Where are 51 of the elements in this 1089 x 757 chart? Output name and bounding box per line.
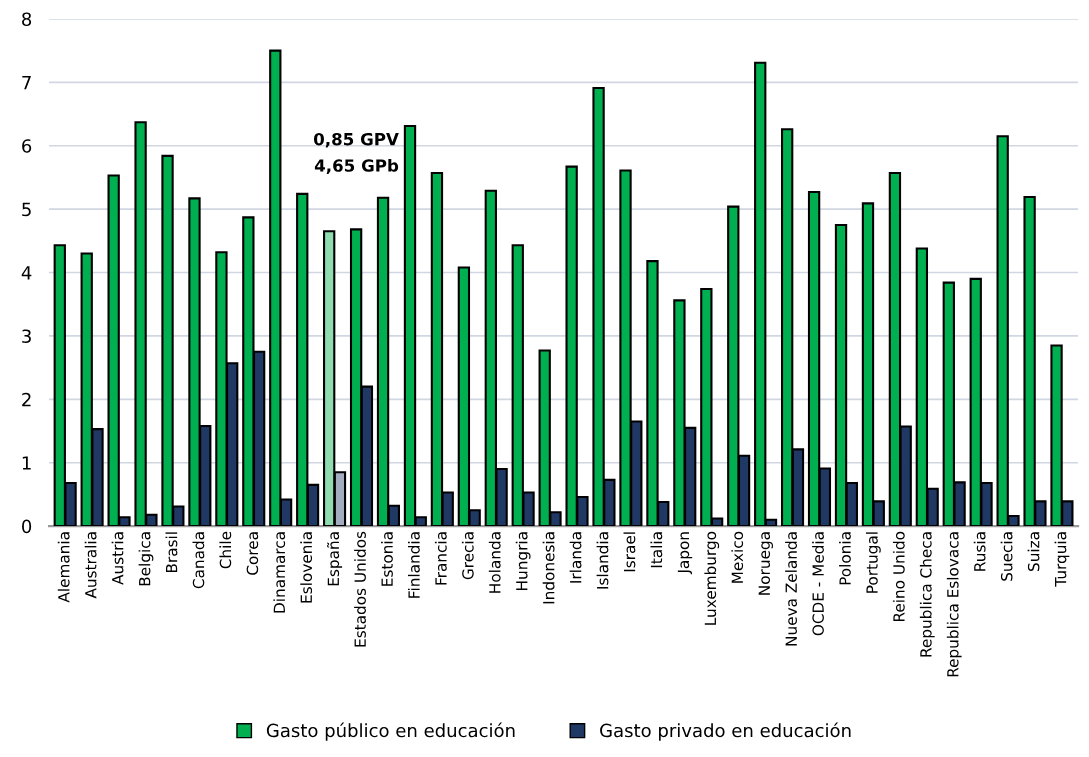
annotation: 4,65 GPb xyxy=(314,158,399,174)
x-tick-label: Indonesia xyxy=(542,532,555,604)
x-tick-label: Belgica xyxy=(138,532,154,586)
y-tick-label: 4 xyxy=(21,266,32,280)
legend-label: Gasto privado en educación xyxy=(600,722,851,741)
x-tick-label: Luxemburgo xyxy=(704,531,720,625)
x-tick-label: Corea xyxy=(246,532,259,575)
x-tick-label: Irlanda xyxy=(569,532,582,583)
x-tick-label: Israel xyxy=(623,532,636,572)
legend-label: Gasto público en educación xyxy=(266,722,515,741)
y-tick-label: 1 xyxy=(22,456,31,470)
x-tick-label: Canada xyxy=(192,532,205,589)
x-tick-label: Estonia xyxy=(381,532,393,586)
x-tick-label: Holanda xyxy=(488,532,501,593)
x-tick-label: Portugal xyxy=(865,532,881,593)
x-tick-label: Dinamarca xyxy=(273,532,286,613)
y-tick-label: 2 xyxy=(22,392,31,407)
y-tick-label: 0 xyxy=(22,519,32,534)
x-tick-label: Brasil xyxy=(165,532,178,573)
x-tick-label: Reino Unido xyxy=(892,531,905,622)
y-tick-label: 6 xyxy=(22,139,32,153)
x-tick-label: Republica Eslovaca xyxy=(946,532,962,677)
x-tick-label: Islandia xyxy=(596,532,609,589)
x-tick-label: Rusia xyxy=(973,532,986,571)
x-tick-label: Finlandia xyxy=(407,532,420,598)
x-tick-label: Republica Checa xyxy=(919,532,935,657)
x-tick-label: Estados Unidos xyxy=(354,531,366,647)
x-tick-label: Alemania xyxy=(57,532,70,603)
x-tick-label: Eslovenia xyxy=(300,532,313,603)
annotation: 0,85 GPV xyxy=(313,132,399,148)
x-tick-label: España xyxy=(327,532,343,586)
x-tick-label: OCDE - Media xyxy=(812,532,824,636)
x-tick-label: Japon xyxy=(677,532,693,575)
x-tick-label: Suiza xyxy=(1027,532,1040,571)
y-tick-label: 7 xyxy=(22,76,31,90)
x-tick-label: Francia xyxy=(434,532,447,585)
x-tick-label: Nueva Zelanda xyxy=(785,532,797,646)
x-tick-label: Austria xyxy=(111,532,124,585)
x-tick-label: Hungria xyxy=(515,532,531,590)
x-tick-label: Italia xyxy=(650,532,663,568)
x-tick-label: Noruega xyxy=(758,532,773,595)
x-tick-label: Australia xyxy=(84,532,97,599)
x-tick-label: Chile xyxy=(219,531,232,569)
x-tick-label: Grecia xyxy=(461,532,474,580)
x-tick-label: Polonia xyxy=(839,532,851,585)
y-tick-label: 3 xyxy=(22,329,31,344)
x-tick-label: Turquia xyxy=(1054,532,1070,587)
x-tick-label: Mexico xyxy=(731,531,744,583)
y-tick-label: 5 xyxy=(22,202,31,217)
x-tick-label: Suecia xyxy=(1000,532,1013,581)
y-tick-label: 8 xyxy=(22,12,32,27)
